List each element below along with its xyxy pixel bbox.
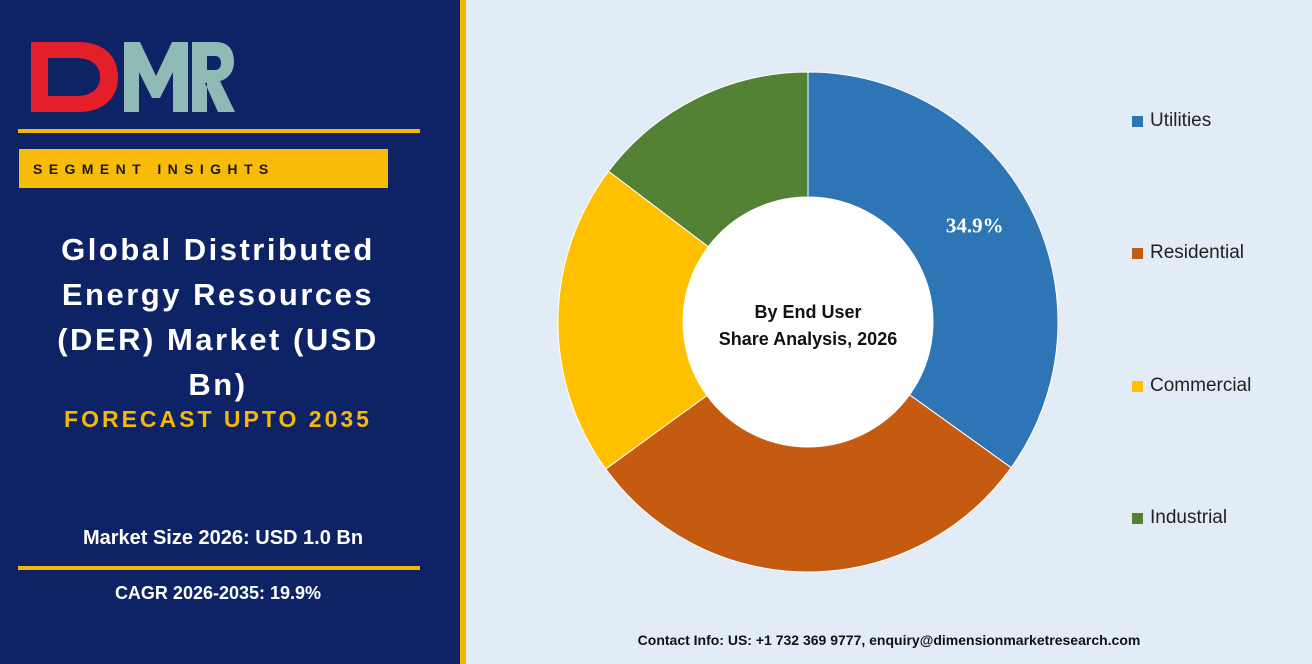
title-line: Energy Resources	[61, 277, 375, 312]
center-label-line: By End User	[754, 302, 861, 322]
market-size-text: Market Size 2026: USD 1.0 Bn	[82, 527, 364, 549]
title-line: Bn)	[188, 367, 248, 402]
gold-divider-stripe	[460, 0, 466, 664]
legend-item-utilities: Utilities	[1132, 110, 1211, 132]
legend-item-commercial: Commercial	[1132, 375, 1251, 397]
legend-item-industrial: Industrial	[1132, 507, 1227, 529]
cagr-text: CAGR 2026-2035: 19.9%	[114, 583, 322, 603]
legend-swatch	[1132, 115, 1143, 127]
segment-insights-badge: SEGMENT INSIGHTS	[19, 149, 388, 188]
legend-label: Residential	[1150, 242, 1244, 263]
data-label-utilities: 34.9%	[946, 213, 1004, 237]
legend-item-residential: Residential	[1132, 242, 1244, 264]
title-line: (DER) Market (USD	[57, 322, 379, 357]
forecast-subtitle: FORECAST UPTO 2035	[64, 406, 372, 432]
legend-swatch	[1132, 512, 1143, 524]
slice-utilities	[807, 71, 1059, 469]
legend-swatch	[1132, 380, 1143, 392]
sidebar-rule-top	[18, 129, 420, 133]
logo-letter-d	[31, 42, 118, 112]
title-line: Global Distributed	[61, 232, 375, 267]
dmr-logo	[31, 42, 235, 112]
legend-label: Utilities	[1150, 110, 1212, 131]
sidebar-rule-bottom	[18, 566, 420, 570]
legend-label: Industrial	[1150, 507, 1228, 528]
legend-swatch	[1132, 247, 1143, 259]
contact-info: Contact Info: US: +1 732 369 9777, enqui…	[637, 632, 1141, 648]
donut-hole	[683, 197, 933, 447]
legend-label: Commercial	[1150, 375, 1252, 396]
report-title: Global Distributed Energy Resources (DER…	[20, 227, 416, 407]
logo-letter-r	[192, 42, 235, 112]
center-label-line: Share Analysis, 2026	[719, 329, 897, 349]
logo-letter-m	[124, 42, 188, 112]
badge-label: SEGMENT INSIGHTS	[33, 160, 275, 177]
